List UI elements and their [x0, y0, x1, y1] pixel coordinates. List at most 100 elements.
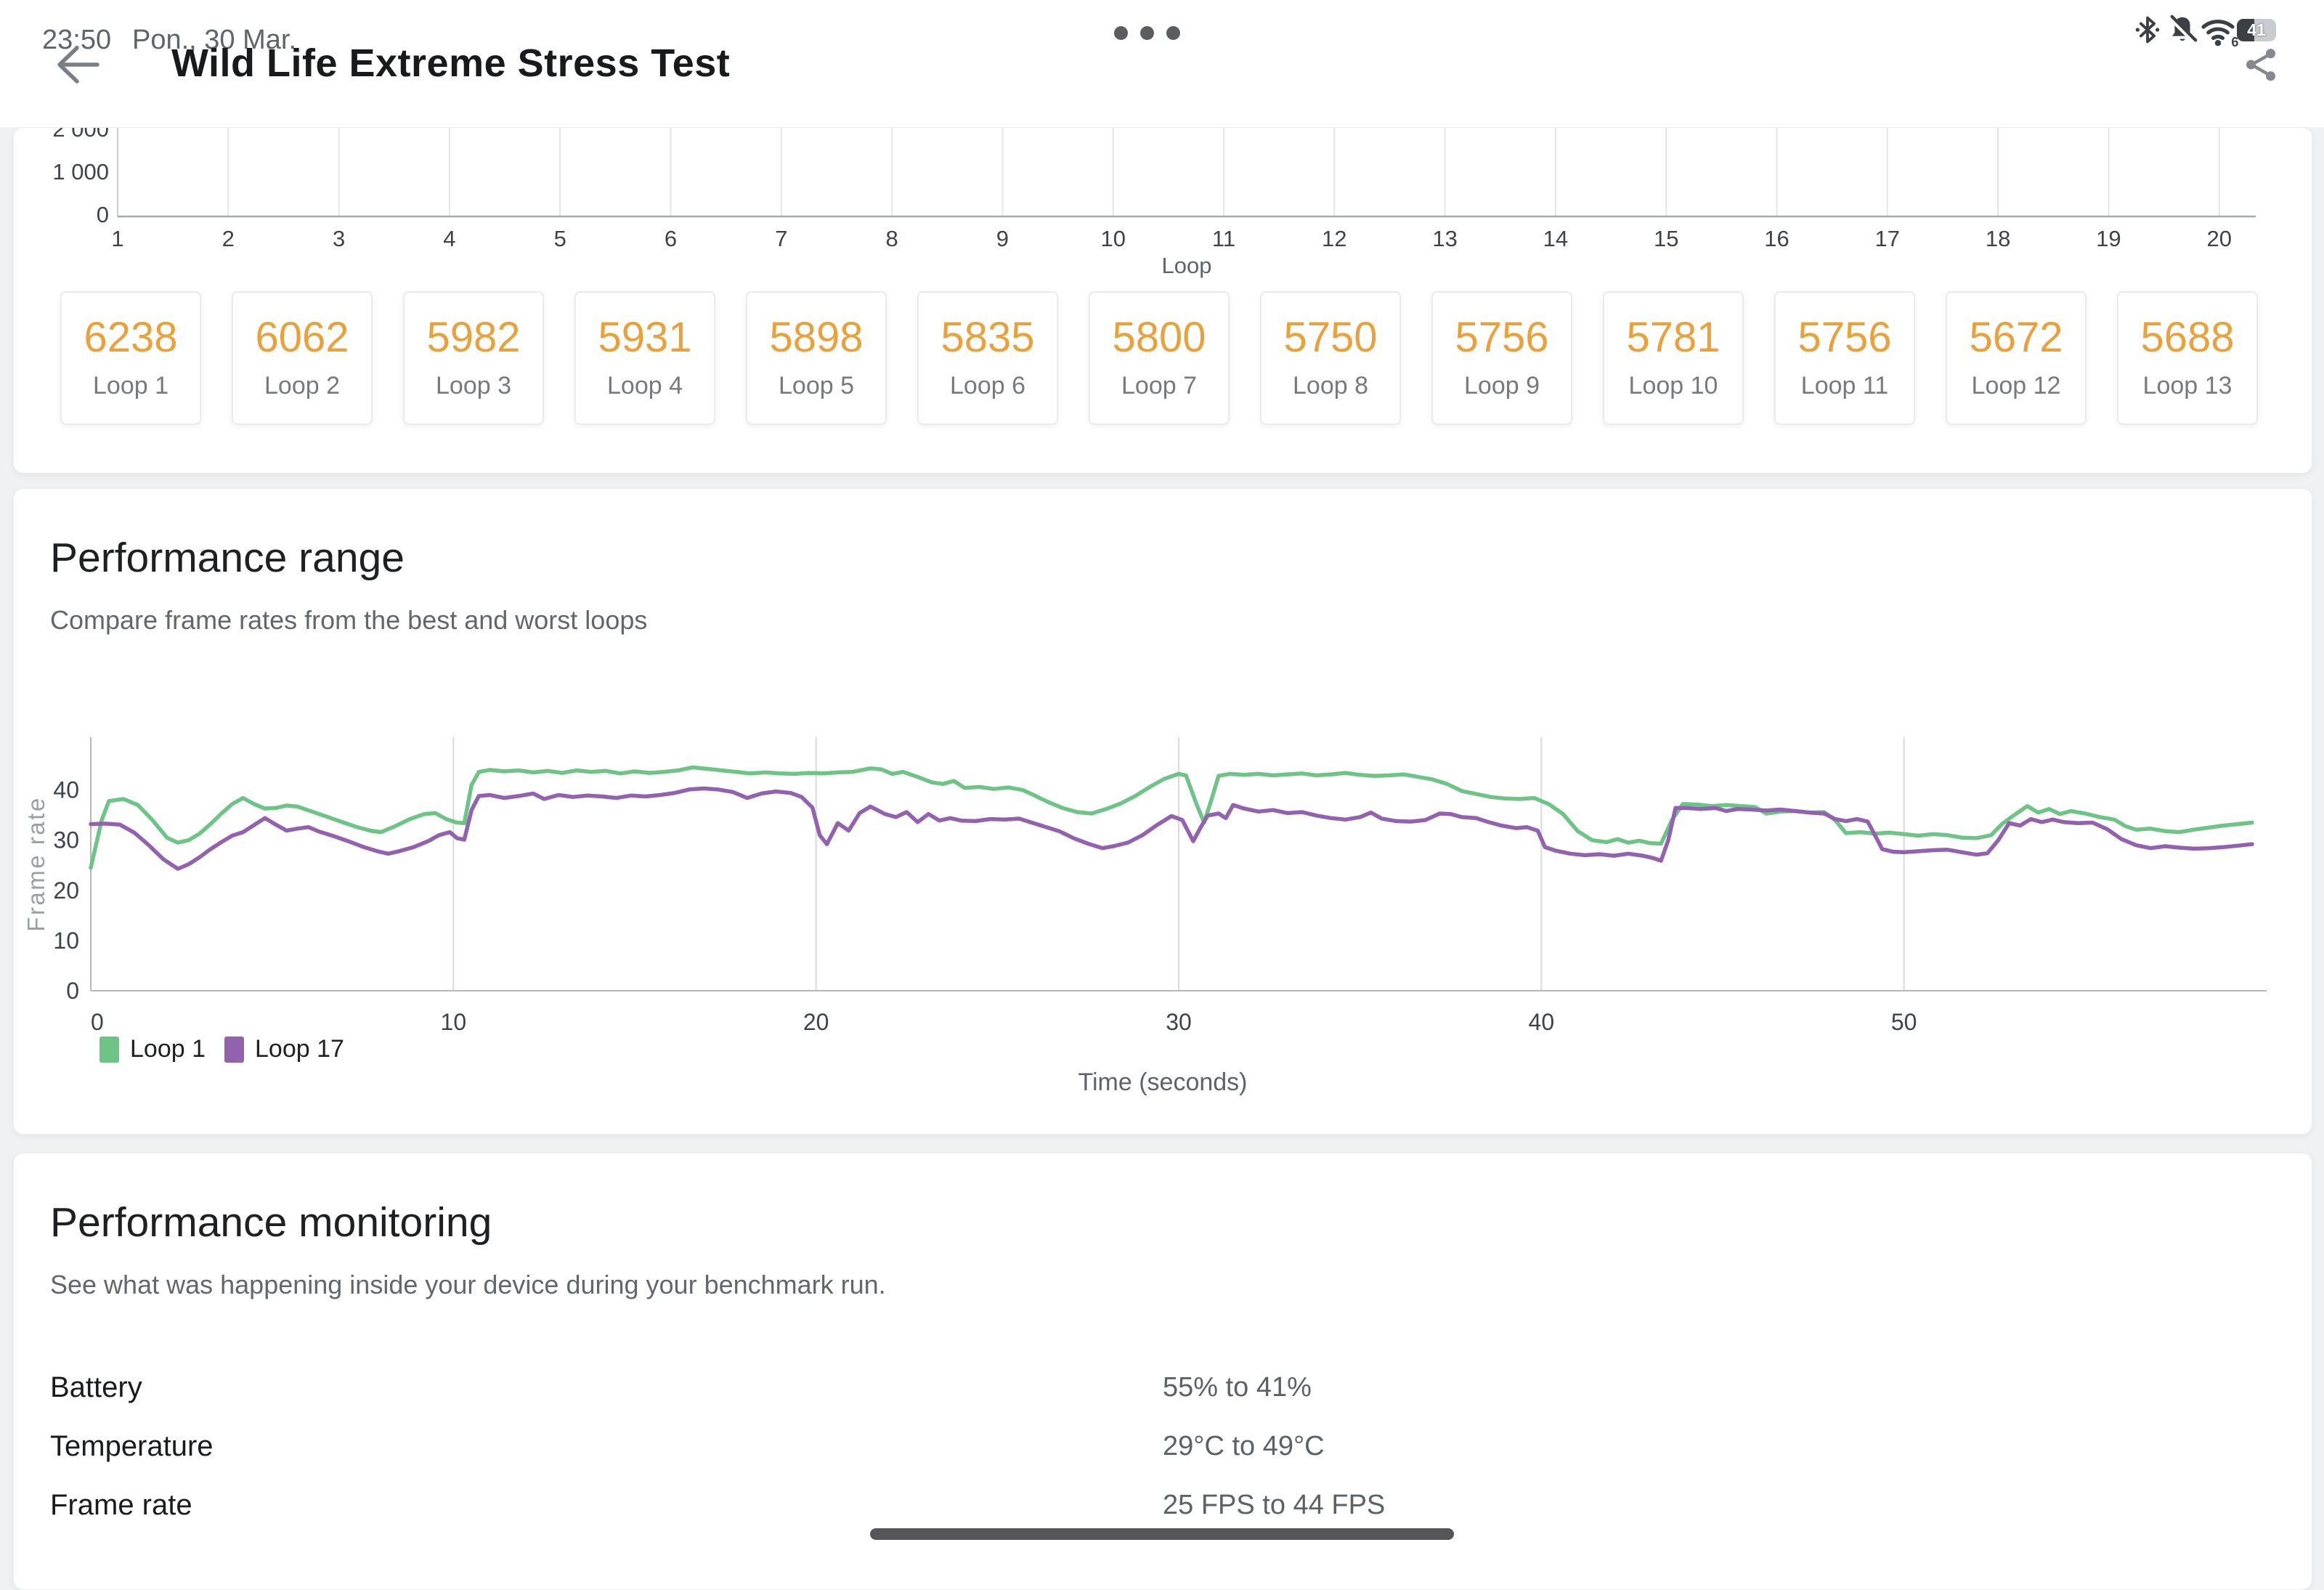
loop-score-card: 6238 Loop 1: [60, 291, 201, 425]
svg-text:15: 15: [1654, 226, 1678, 251]
legend-item: Loop 1: [99, 1035, 206, 1063]
table-row: Frame rate 25 FPS to 44 FPS: [50, 1476, 2275, 1535]
battery-fill: [2237, 19, 2255, 41]
table-row: Temperature 29°C to 49°C: [50, 1417, 2275, 1476]
loop-score-card: 5835 Loop 6: [917, 291, 1058, 425]
loop-score-label: Loop 13: [2142, 372, 2232, 399]
loop-score-value: 5672: [1969, 314, 2063, 361]
loop-score-value: 5898: [769, 314, 864, 361]
loop-score-card: 6062 Loop 2: [232, 291, 373, 425]
row-value: 29°C to 49°C: [1163, 1431, 1325, 1461]
loop-score-card: 5931 Loop 4: [574, 291, 715, 425]
performance-range-subtitle: Compare frame rates from the best and wo…: [50, 605, 648, 635]
legend-label: Loop 1: [130, 1035, 206, 1063]
svg-text:6: 6: [665, 226, 677, 251]
svg-text:50: 50: [1891, 1009, 1917, 1035]
svg-text:30: 30: [53, 827, 79, 853]
svg-text:40: 40: [1529, 1009, 1555, 1035]
svg-text:10: 10: [1100, 226, 1125, 251]
svg-text:7: 7: [775, 226, 787, 251]
legend-item: Loop 17: [224, 1035, 344, 1063]
loop-score-card: 5688 Loop 13: [2117, 291, 2258, 425]
svg-text:2 000: 2 000: [52, 128, 109, 142]
svg-text:Loop: Loop: [1162, 253, 1212, 278]
svg-text:40: 40: [53, 777, 79, 803]
loop-score-card: 5756 Loop 9: [1431, 291, 1572, 425]
loop-score-card: 5756 Loop 11: [1774, 291, 1915, 425]
svg-text:1 000: 1 000: [52, 159, 109, 184]
page-title: Wild Life Extreme Stress Test: [171, 41, 731, 85]
loop-score-card: 5800 Loop 7: [1089, 291, 1230, 425]
loop-score-list: 6238 Loop 1 6062 Loop 2 5982 Loop 3 5931…: [60, 291, 2258, 425]
loop-score-label: Loop 4: [607, 372, 683, 399]
share-button[interactable]: [2241, 45, 2280, 84]
loop-score-label: Loop 3: [436, 372, 511, 399]
svg-text:19: 19: [2096, 226, 2121, 251]
row-label: Frame rate: [50, 1489, 192, 1521]
svg-text:0: 0: [97, 202, 109, 227]
svg-text:10: 10: [441, 1009, 467, 1035]
svg-text:Frame rate: Frame rate: [23, 796, 49, 931]
gesture-navigation-bar[interactable]: [870, 1528, 1454, 1540]
loop-score-label: Loop 11: [1800, 372, 1889, 399]
battery-percent-label: 41: [2247, 20, 2266, 39]
svg-text:4: 4: [443, 226, 455, 251]
monitoring-table: Battery 55% to 41% Temperature 29°C to 4…: [50, 1358, 2275, 1535]
table-row: Battery 55% to 41%: [50, 1358, 2275, 1417]
svg-text:20: 20: [803, 1009, 829, 1035]
loop-score-label: Loop 9: [1464, 372, 1540, 399]
performance-monitoring-title: Performance monitoring: [50, 1199, 492, 1246]
notification-dots-icon: [1114, 26, 1180, 40]
back-button[interactable]: [52, 42, 103, 87]
dot-icon: [1114, 26, 1128, 40]
svg-text:2: 2: [222, 226, 235, 251]
dot-icon: [1166, 26, 1180, 40]
row-label: Battery: [50, 1371, 142, 1403]
row-label: Temperature: [50, 1430, 214, 1462]
wifi-standard-label: 6: [2231, 35, 2238, 48]
loop-score-value: 5931: [598, 314, 692, 361]
loop-score-label: Loop 1: [93, 372, 168, 399]
loop-score-value: 6062: [255, 314, 349, 361]
svg-text:9: 9: [996, 226, 1009, 251]
loop-score-value: 6238: [84, 314, 178, 361]
legend-swatch: [99, 1036, 119, 1063]
performance-monitoring-card: Performance monitoring See what was happ…: [13, 1153, 2312, 1590]
dot-icon: [1140, 26, 1154, 40]
bluetooth-icon: [2135, 16, 2160, 44]
svg-text:12: 12: [1322, 226, 1346, 251]
legend-swatch: [224, 1036, 244, 1063]
legend-label: Loop 17: [255, 1035, 344, 1063]
loop-score-card: 5898 Loop 5: [746, 291, 887, 425]
svg-text:18: 18: [1986, 226, 2010, 251]
loop-score-label: Loop 5: [779, 372, 854, 399]
loop-score-value: 5756: [1455, 314, 1549, 361]
chart-legend: Loop 1 Loop 17: [99, 1035, 344, 1063]
svg-text:0: 0: [66, 978, 79, 1004]
loop-score-label: Loop 12: [1971, 372, 2061, 399]
loop-score-card: 5672 Loop 12: [1946, 291, 2087, 425]
loop-score-card: 5750 Loop 8: [1260, 291, 1401, 425]
svg-text:11: 11: [1212, 226, 1235, 251]
svg-text:10: 10: [53, 928, 79, 954]
loop-score-card: 5781 Loop 10: [1603, 291, 1744, 425]
svg-text:30: 30: [1166, 1009, 1192, 1035]
wifi-icon: 6: [2201, 20, 2238, 48]
loop-score-value: 5982: [426, 314, 521, 361]
loop-score-label: Loop 8: [1293, 372, 1368, 399]
row-value: 25 FPS to 44 FPS: [1163, 1490, 1386, 1520]
svg-text:20: 20: [2206, 226, 2231, 251]
svg-text:5: 5: [554, 226, 566, 251]
loop-score-value: 5781: [1626, 314, 1720, 361]
loop-score-value: 5800: [1112, 314, 1206, 361]
loop-score-value: 5750: [1283, 314, 1378, 361]
svg-text:14: 14: [1543, 226, 1568, 251]
loop-score-label: Loop 2: [264, 372, 340, 399]
notifications-muted-icon: [2169, 15, 2198, 44]
svg-text:8: 8: [885, 226, 898, 251]
svg-text:1: 1: [111, 226, 123, 251]
svg-text:3: 3: [333, 226, 345, 251]
loop-score-card: 5982 Loop 3: [403, 291, 544, 425]
